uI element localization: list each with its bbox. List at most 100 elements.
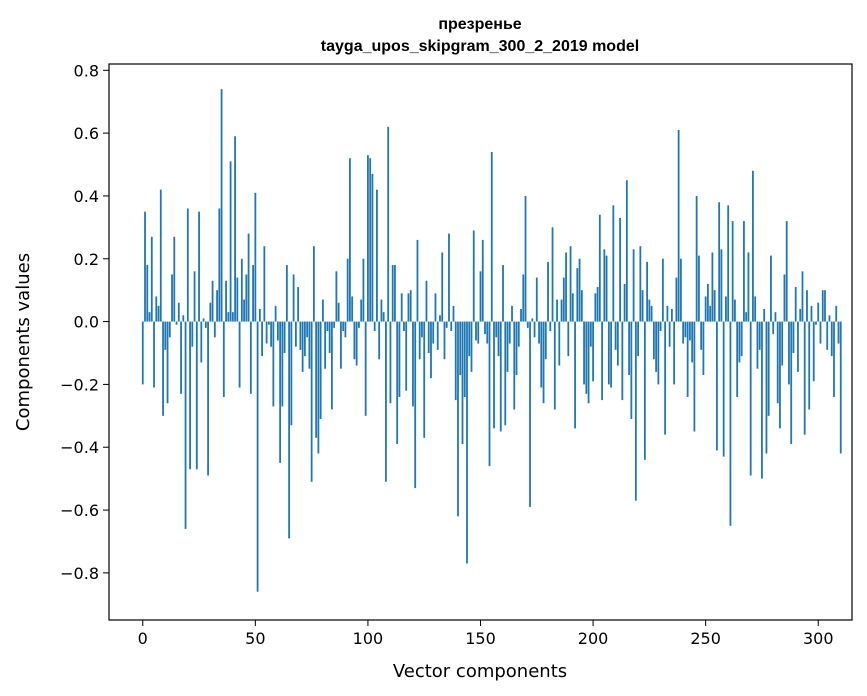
plot-area-frame (108, 63, 853, 621)
bar-9 (162, 321, 164, 416)
bar-248 (700, 321, 703, 350)
bar-221 (639, 246, 642, 322)
bar-196 (583, 321, 585, 385)
bar-231 (661, 258, 664, 322)
bar-207 (607, 321, 610, 385)
bar-23 (193, 271, 196, 322)
x-tick-label: 100 (353, 629, 384, 648)
bar-80 (321, 299, 324, 322)
bar-275 (761, 321, 763, 479)
bar-227 (652, 321, 655, 360)
bar-282 (776, 321, 779, 404)
bar-140 (457, 321, 459, 517)
bar-223 (643, 321, 646, 460)
bar-43 (238, 321, 241, 388)
bar-5 (153, 321, 155, 388)
bar-277 (765, 321, 768, 454)
bar-146 (470, 321, 473, 372)
bar-203 (598, 214, 601, 322)
bar-290 (794, 287, 797, 322)
bar-305 (828, 315, 831, 322)
bar-66 (290, 321, 293, 426)
bar-281 (774, 312, 777, 322)
bar-18 (182, 315, 185, 322)
bar-137 (450, 321, 453, 331)
bar-148 (475, 321, 477, 341)
bar-260 (727, 205, 730, 322)
bar-232 (664, 321, 667, 435)
bar-206 (605, 255, 608, 322)
y-tick-label: −0.2 (60, 375, 99, 394)
bar-36 (222, 321, 225, 397)
bar-299 (815, 321, 817, 325)
bar-244 (691, 321, 694, 363)
bar-245 (693, 321, 696, 432)
bar-69 (297, 287, 300, 322)
bar-193 (576, 268, 579, 322)
x-tick-label: 250 (690, 629, 721, 648)
bar-70 (299, 321, 302, 350)
bar-74 (308, 321, 311, 369)
bar-184 (556, 299, 558, 322)
bar-21 (189, 321, 191, 470)
bar-249 (702, 321, 705, 375)
chart-title-line1: презренье (438, 16, 521, 33)
bar-22 (191, 321, 194, 347)
bar-151 (481, 239, 484, 322)
bar-12 (168, 321, 171, 338)
bar-33 (216, 290, 218, 322)
bar-112 (394, 265, 396, 322)
bar-19 (184, 321, 187, 529)
bar-295 (806, 290, 808, 322)
y-tick-label: −0.4 (60, 438, 99, 457)
bar-59 (274, 305, 277, 322)
bar-95 (355, 321, 358, 366)
bar-54 (263, 246, 266, 322)
bar-160 (502, 265, 504, 322)
bar-45 (243, 299, 245, 322)
bar-120 (412, 321, 414, 407)
bar-32 (213, 321, 216, 338)
bar-16 (177, 302, 180, 322)
bar-135 (445, 321, 448, 328)
bar-208 (610, 321, 612, 388)
bar-236 (673, 321, 676, 385)
bar-17 (180, 321, 182, 394)
bar-78 (317, 321, 320, 454)
bar-161 (504, 321, 507, 426)
bar-280 (772, 321, 775, 335)
bar-53 (261, 321, 263, 357)
bar-60 (276, 321, 279, 341)
bar-39 (229, 161, 232, 322)
bar-235 (670, 309, 673, 322)
bar-201 (594, 293, 597, 322)
bar-121 (414, 321, 417, 489)
bar-48 (249, 321, 252, 394)
bar-108 (385, 321, 387, 482)
bar-72 (303, 321, 306, 357)
bar-178 (542, 321, 545, 404)
x-tick-label: 150 (465, 629, 496, 648)
bar-252 (709, 305, 712, 322)
bar-61 (279, 321, 282, 463)
bar-115 (400, 293, 403, 322)
bar-77 (315, 321, 318, 438)
bar-251 (707, 283, 709, 322)
bar-257 (720, 249, 723, 322)
bar-238 (677, 129, 680, 322)
bar-85 (333, 321, 336, 328)
bar-250 (704, 296, 707, 322)
bar-88 (340, 321, 342, 369)
bar-256 (718, 202, 721, 322)
bar-27 (202, 318, 205, 322)
bar-75 (310, 321, 313, 482)
bar-168 (520, 309, 522, 322)
y-tick-label: 0.4 (74, 187, 99, 206)
bar-170 (524, 195, 527, 322)
y-tick-label: −0.8 (60, 564, 99, 583)
bar-243 (688, 321, 691, 341)
bar-97 (360, 299, 363, 322)
bar-169 (522, 274, 525, 322)
bar-302 (821, 290, 824, 322)
